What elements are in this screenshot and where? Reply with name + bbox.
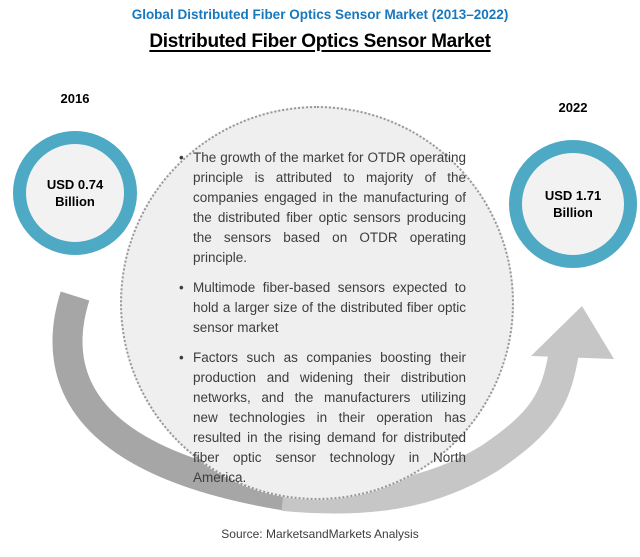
insight-item: Multimode fiber-based sensors expected t…: [178, 278, 466, 338]
end-year-label: 2022: [558, 100, 588, 115]
insight-item: The growth of the market for OTDR operat…: [178, 148, 466, 268]
arrow-body: [281, 349, 579, 514]
arrow-head-icon: [531, 306, 614, 359]
start-value-circle: USD 0.74 Billion: [13, 131, 137, 255]
insights-panel: The growth of the market for OTDR operat…: [120, 106, 514, 500]
start-unit: Billion: [55, 194, 95, 209]
end-value: USD 1.71: [544, 188, 602, 203]
end-value-text: USD 1.71 Billion: [545, 187, 601, 221]
chart-subtitle: Distributed Fiber Optics Sensor Market: [149, 31, 491, 52]
insight-item: Factors such as companies boosting their…: [178, 348, 466, 488]
end-unit: Billion: [553, 205, 593, 220]
start-year-label: 2016: [60, 91, 90, 106]
insights-list: The growth of the market for OTDR operat…: [178, 148, 466, 498]
start-value-text: USD 0.74 Billion: [47, 176, 103, 210]
chart-title: Global Distributed Fiber Optics Sensor M…: [131, 7, 509, 22]
end-value-circle: USD 1.71 Billion: [509, 140, 637, 268]
source-note: Source: MarketsandMarkets Analysis: [221, 527, 419, 541]
start-value: USD 0.74: [46, 177, 104, 192]
